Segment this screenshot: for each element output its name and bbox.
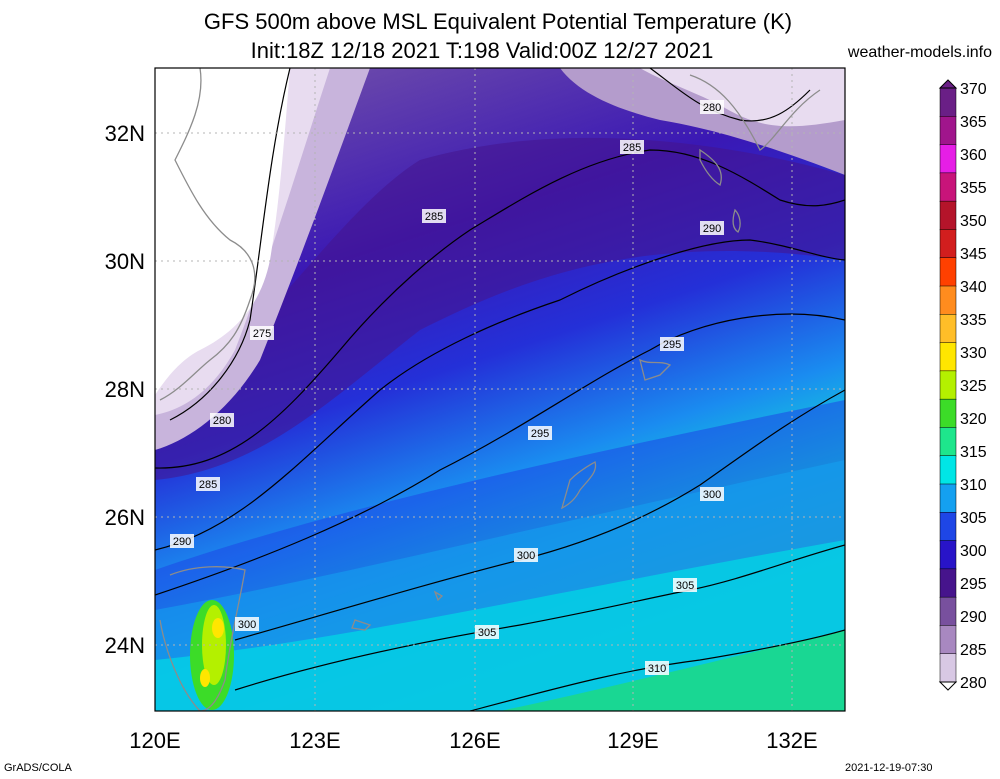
- colorbar-swatch: [939, 625, 957, 655]
- contour-label: 295: [531, 428, 549, 440]
- colorbar-swatch: [939, 455, 957, 485]
- colorbar-swatch: [939, 512, 957, 542]
- map-frame: [154, 67, 846, 712]
- colorbar-swatch: [939, 200, 957, 231]
- colorbar-swatch: [939, 653, 957, 683]
- latitude-axis: 32N 30N 28N 26N 24N: [105, 121, 145, 658]
- colorbar-swatch: [939, 568, 957, 598]
- longitude-axis: 120E 123E 126E 129E 132E: [129, 728, 817, 753]
- colorbar-label: 370: [960, 81, 987, 98]
- contour-label: 285: [425, 211, 443, 223]
- colorbar-swatch: [939, 342, 957, 372]
- colorbar-label: 285: [960, 642, 987, 659]
- map-subtitle: Init:18Z 12/18 2021 T:198 Valid:00Z 12/2…: [250, 38, 714, 63]
- lat-label: 32N: [105, 121, 145, 146]
- colorbar-swatch: [939, 229, 957, 259]
- lon-label: 126E: [449, 728, 500, 753]
- map-title: GFS 500m above MSL Equivalent Potential …: [203, 9, 793, 34]
- contour-label: 290: [173, 536, 191, 548]
- colorbar-label: 365: [960, 114, 987, 131]
- contour-label: 305: [478, 627, 496, 639]
- colorbar-swatch: [939, 116, 957, 146]
- contour-label: 300: [703, 489, 721, 501]
- colorbar-swatch: [939, 427, 957, 457]
- colorbar-label: 360: [960, 147, 987, 164]
- site-name: weather-models.info: [847, 44, 992, 61]
- lat-label: 24N: [105, 633, 145, 658]
- contour-label: 290: [703, 223, 721, 235]
- colorbar-swatch: [939, 285, 957, 316]
- colorbar-label: 345: [960, 246, 987, 263]
- contour-label: 305: [676, 580, 694, 592]
- lon-label: 132E: [766, 728, 817, 753]
- timestamp: 2021-12-19-07:30: [845, 762, 933, 774]
- colorbar-swatch: [939, 257, 957, 287]
- colorbar: 370 365 360 355 350 345 340 335 330 325 320 315 310 3…: [938, 79, 987, 692]
- contour-label: 275: [253, 328, 271, 340]
- colorbar-label: 355: [960, 180, 987, 197]
- lon-label: 129E: [607, 728, 658, 753]
- colorbar-lower-arrow: [938, 681, 958, 691]
- colorbar-label: 300: [960, 543, 987, 560]
- contour-label: 310: [648, 663, 666, 675]
- colorbar-label: 295: [960, 576, 987, 593]
- colorbar-swatch: [939, 144, 957, 174]
- colorbar-swatch: [939, 172, 957, 202]
- colorbar-label: 320: [960, 411, 987, 428]
- colorbar-label: 305: [960, 510, 987, 527]
- lat-label: 28N: [105, 377, 145, 402]
- contour-label: 300: [238, 619, 256, 631]
- colorbar-label: 340: [960, 279, 987, 296]
- colorbar-swatch: [939, 483, 957, 514]
- lon-label: 123E: [289, 728, 340, 753]
- contour-label: 285: [623, 142, 641, 154]
- lat-label: 26N: [105, 505, 145, 530]
- contour-label: 285: [199, 479, 217, 491]
- map-gridlines: [155, 68, 845, 711]
- colorbar-label: 290: [960, 609, 987, 626]
- colorbar-label: 310: [960, 477, 987, 494]
- colorbar-label: 315: [960, 444, 987, 461]
- lat-label: 30N: [105, 249, 145, 274]
- colorbar-label: 335: [960, 312, 987, 329]
- colorbar-swatch: [939, 370, 957, 400]
- colorbar-swatch: [939, 540, 957, 570]
- colorbar-swatch: [939, 87, 957, 118]
- colorbar-label: 330: [960, 345, 987, 362]
- contour-label: 280: [213, 415, 231, 427]
- colorbar-upper-arrow: [938, 79, 958, 89]
- colorbar-label: 350: [960, 213, 987, 230]
- colorbar-swatch: [939, 596, 957, 627]
- colorbar-swatch: [939, 314, 957, 344]
- contour-label: 295: [663, 339, 681, 351]
- colorbar-label: 280: [960, 675, 987, 692]
- software-credit: GrADS/COLA: [4, 762, 72, 774]
- colorbar-swatch: [939, 398, 957, 429]
- contour-label: 300: [517, 550, 535, 562]
- lon-label: 120E: [129, 728, 180, 753]
- colorbar-label: 325: [960, 378, 987, 395]
- contour-labels: 275 280 280 285 285 285 290 290 295 295 …: [170, 100, 724, 675]
- coastlines: [159, 68, 821, 711]
- contour-label: 280: [703, 102, 721, 114]
- map-plot-area: [155, 68, 845, 711]
